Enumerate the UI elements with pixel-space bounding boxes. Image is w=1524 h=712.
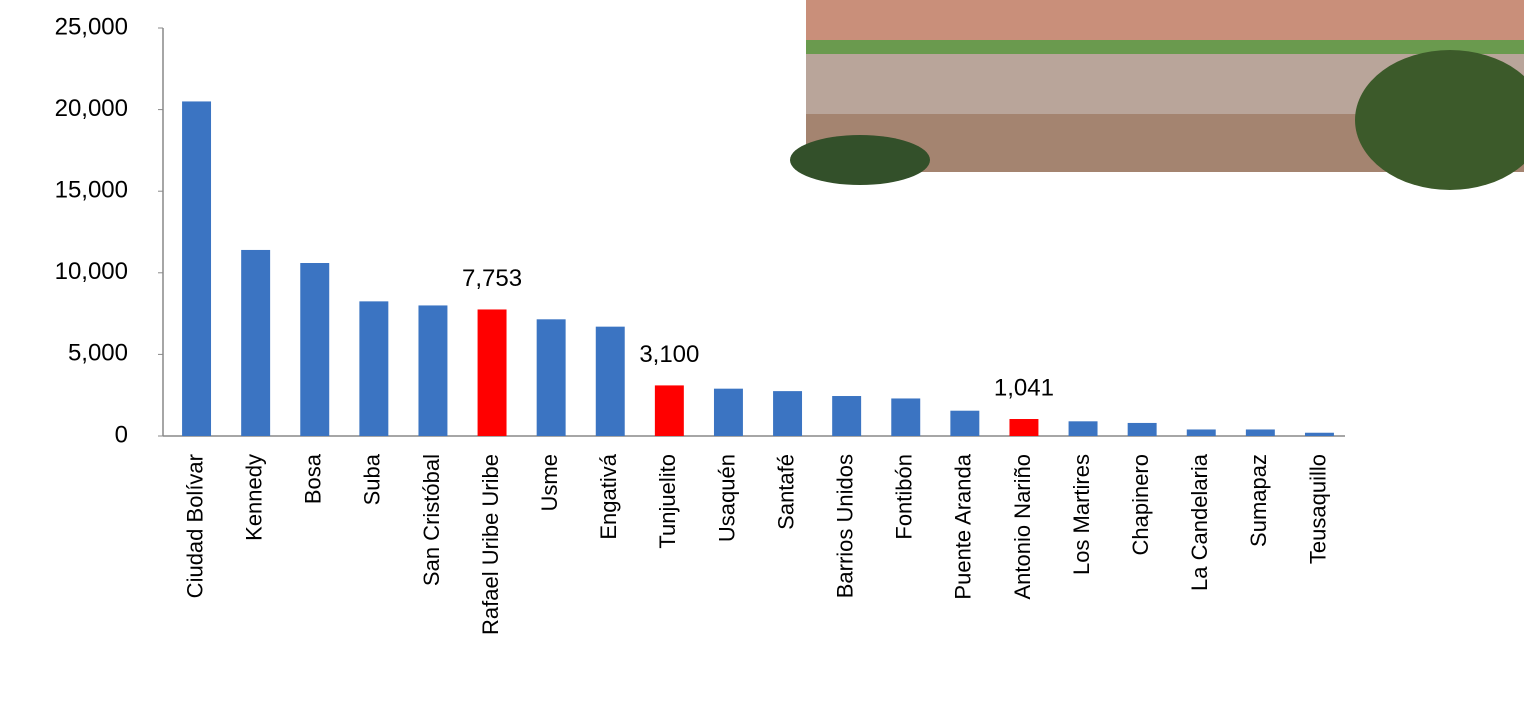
- value-label: 7,753: [462, 265, 522, 292]
- x-tick-label: Suba: [360, 453, 385, 505]
- x-tick-label: Santafé: [773, 454, 798, 530]
- y-tick-label: 5,000: [68, 340, 128, 367]
- bar: [1068, 421, 1098, 436]
- bar: [773, 391, 803, 436]
- x-tick-label: Kennedy: [241, 454, 266, 541]
- value-label: 1,041: [994, 374, 1054, 401]
- bar: [418, 305, 448, 436]
- bar: [477, 309, 507, 436]
- bar: [1186, 429, 1216, 436]
- x-tick-label: Ciudad Bolívar: [182, 454, 207, 598]
- bar: [1127, 422, 1157, 436]
- x-tick-label: Los Martires: [1069, 454, 1094, 575]
- bar: [832, 396, 862, 436]
- bar: [654, 385, 684, 436]
- bar: [1245, 429, 1275, 436]
- x-tick-label: Tunjuelito: [655, 454, 680, 549]
- bar: [241, 249, 271, 436]
- bar: [359, 301, 389, 436]
- bar: [300, 263, 330, 436]
- x-tick-label: Usme: [537, 454, 562, 511]
- bar: [182, 101, 212, 436]
- bar: [713, 388, 743, 436]
- x-tick-label: Sumapaz: [1246, 454, 1271, 547]
- photo: [790, 0, 1524, 190]
- bar: [1304, 432, 1334, 436]
- y-tick-label: 20,000: [55, 95, 128, 122]
- bar: [891, 398, 921, 436]
- x-tick-label: Engativá: [596, 453, 621, 539]
- x-tick-label: Antonio Nariño: [1010, 454, 1035, 600]
- x-tick-label: Usaquén: [714, 454, 739, 542]
- x-tick-label: Puente Aranda: [951, 453, 976, 599]
- x-tick-label: Chapinero: [1128, 454, 1153, 556]
- x-tick-label: Barrios Unidos: [832, 454, 857, 598]
- y-tick-label: 0: [115, 421, 128, 448]
- bar: [536, 319, 566, 436]
- x-tick-label: La Candelaria: [1187, 453, 1212, 591]
- y-tick-label: 25,000: [55, 13, 128, 40]
- y-tick-label: 15,000: [55, 177, 128, 204]
- x-tick-label: San Cristóbal: [419, 454, 444, 586]
- x-tick-label: Fontibón: [892, 454, 917, 540]
- x-tick-label: Rafael Uribe Uribe: [478, 454, 503, 635]
- bar: [595, 326, 625, 436]
- y-tick-label: 10,000: [55, 258, 128, 285]
- bar: [950, 410, 980, 436]
- x-tick-label: Bosa: [301, 453, 326, 504]
- x-tick-label: Teusaquillo: [1305, 454, 1330, 564]
- value-label: 3,100: [639, 341, 699, 368]
- bar: [1009, 419, 1039, 436]
